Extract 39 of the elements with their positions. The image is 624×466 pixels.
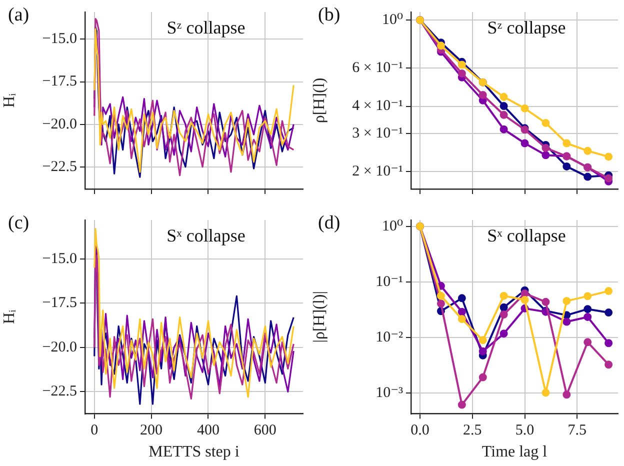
- y-tick-label: −22.5: [42, 158, 77, 175]
- y-tick-label: −17.5: [42, 295, 77, 312]
- y-tick-label: 10⁻¹: [376, 274, 403, 290]
- annotation: Sᶻ collapse: [487, 18, 566, 38]
- chart-title: (d): [318, 212, 340, 234]
- x-tick-label: 600: [254, 422, 276, 439]
- x-axis-title: Time lag l: [482, 444, 548, 461]
- y-tick-label: 10⁻²: [376, 329, 404, 346]
- y-axis-title: |ρ[H](l)|: [310, 291, 328, 343]
- annotation: Sᶻ collapse: [166, 18, 246, 38]
- y-tick-label: 10⁰: [382, 12, 403, 28]
- y-tick-label: −22.5: [42, 384, 77, 400]
- y-axis-title: Hᵢ: [0, 309, 18, 324]
- y-tick-label: 3 × 10⁻¹: [352, 125, 403, 142]
- x-axis-title: METTS step i: [148, 444, 240, 461]
- y-tick-label: −15.0: [42, 31, 77, 48]
- y-axis-title: ρ[H](l): [310, 78, 328, 124]
- y-tick-label: 10⁰: [382, 218, 403, 234]
- annotation: Sˣ collapse: [487, 226, 566, 246]
- y-tick-label: −15.0: [42, 250, 77, 267]
- y-tick-label: −20.0: [42, 339, 77, 356]
- x-tick-label: 0.0: [410, 422, 430, 439]
- chart-title: (c): [8, 212, 30, 234]
- x-tick-label: 2.5: [463, 422, 482, 439]
- chart-title: (a): [8, 4, 30, 26]
- y-tick-label: 2 × 10⁻¹: [352, 163, 403, 180]
- y-tick-label: 6 × 10⁻¹: [352, 60, 403, 76]
- y-tick-label: 10⁻³: [376, 384, 404, 401]
- x-tick-label: 200: [140, 422, 163, 439]
- y-axis-title: Hᵢ: [0, 93, 18, 108]
- x-tick-label: 5.0: [515, 422, 534, 439]
- y-tick-label: 4 × 10⁻¹: [352, 98, 403, 114]
- x-tick-label: 0: [90, 422, 98, 439]
- y-tick-label: −20.0: [42, 116, 77, 132]
- chart-title: (b): [318, 4, 340, 26]
- y-tick-label: −17.5: [42, 74, 77, 90]
- annotation: Sˣ collapse: [166, 226, 246, 246]
- x-tick-label: 400: [196, 422, 220, 439]
- x-tick-label: 7.5: [568, 422, 587, 439]
